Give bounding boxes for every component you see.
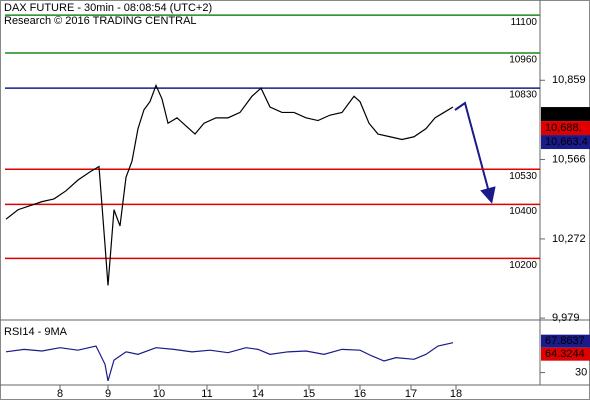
chart-subtitle: Research © 2016 TRADING CENTRAL [4,15,197,27]
x-tick-label: 9 [105,388,111,400]
chart-title: DAX FUTURE - 30min - 08:08:54 (UTC+2) [4,2,212,14]
y-tick-label: 9,979 [552,312,580,324]
x-tick-label: 18 [450,388,462,400]
rsi-box [541,347,590,361]
level-label: 10200 [509,260,537,271]
y-tick-label: 10,272 [552,233,586,245]
rsi-box [541,334,590,348]
price-line [5,83,454,286]
rsi-line [5,342,454,382]
price-box [541,121,590,136]
x-tick-label: 10 [153,388,165,400]
level-label: 10400 [509,206,537,217]
price-label: 10,663.4 [545,136,588,148]
rsi-tick-label: 30 [575,366,587,378]
x-tick-label: 15 [303,388,315,400]
x-tick-label: 11 [201,388,212,400]
price-label: 10,734 [545,108,579,120]
price-box [541,135,590,150]
price-box [541,107,590,122]
level-label: 10830 [509,90,537,101]
x-tick-label: 16 [354,388,366,400]
y-tick-label: 10,566 [552,153,586,165]
rsi-label: 67.8637 [545,335,585,347]
price-label: 10,688. [545,122,582,134]
x-tick-label: 8 [57,388,63,400]
rsi-title: RSI14 - 9MA [4,326,68,338]
rsi-label: 64.3244 [545,348,585,360]
level-label: 10960 [509,55,537,66]
forecast-arrow [454,101,496,204]
x-tick-label: 14 [252,388,264,400]
x-tick-label: 17 [405,388,417,400]
level-label: 11100 [511,17,538,28]
level-label: 10530 [509,171,537,182]
y-tick-label: 10,859 [552,74,586,86]
